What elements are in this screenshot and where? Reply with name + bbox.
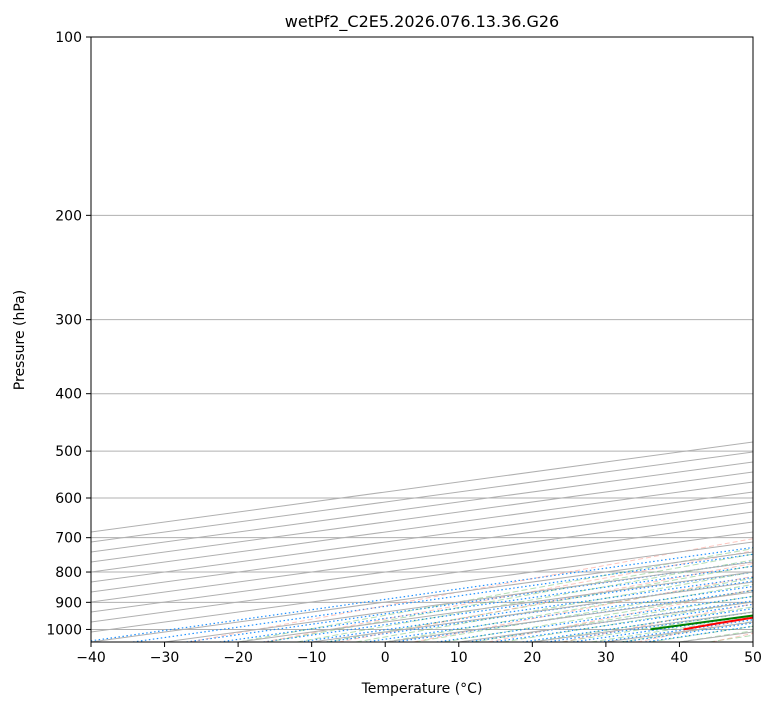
dry-adiabat [487,589,753,642]
skewed-isotherm-layer [91,441,753,642]
dry-adiabat [413,575,753,642]
x-tick-label: 20 [523,650,541,666]
x-tick-label: −40 [76,650,106,666]
chart-title: wetPf2_C2E5.2026.076.13.36.G26 [285,12,559,32]
x-axis-label: Temperature (°C) [361,681,483,697]
x-tick-label: 0 [381,650,390,666]
y-tick-label: 900 [55,595,82,611]
y-tick-label: 100 [55,30,82,46]
x-tick-label: −10 [297,650,327,666]
mixing-ratio-line [436,595,753,642]
mixing-ratio-line [492,603,753,642]
y-tick-label: 500 [55,444,82,460]
isotherm-line [91,451,753,543]
dry-adiabat [264,550,753,642]
moist-adiabat [267,553,753,642]
moist-adiabat [296,559,753,642]
y-tick-label: 400 [55,387,82,403]
x-tick-label: 50 [744,650,762,666]
axis-layer: −40 −30 −20 −10 0 10 20 30 40 50 100 200 300 400 500 60… [46,30,762,666]
isotherm-line [91,471,753,563]
moist-adiabat [444,589,753,642]
y-tick-label: 200 [55,208,82,224]
y-tick-label: 700 [55,531,82,547]
y-tick-label: 800 [55,565,82,581]
y-axis-label: Pressure (hPa) [12,290,28,390]
dry-adiabat-layer [189,538,753,642]
isotherm-line [91,531,753,623]
isotherm-line [91,461,753,553]
isotherm-line [91,511,753,603]
plot-area: 0.10.20.40.611.52346810131620253036-100-… [91,37,753,642]
x-tick-label: 10 [450,650,468,666]
moist-adiabat [238,548,753,642]
plot-frame [90,36,754,643]
y-tick-label: 1000 [46,622,82,638]
moist-adiabat [385,577,753,642]
moist-adiabat [473,595,753,642]
y-tick-label: 600 [55,491,82,507]
x-tick-label: −20 [223,650,253,666]
moist-adiabat [355,571,753,642]
x-tick-label: 30 [597,650,615,666]
x-tick-label: 40 [671,650,689,666]
grid-layer [91,37,753,630]
isotherm-line [91,521,753,613]
isotherm-line [91,501,753,593]
mixing-ratio-line [91,546,753,642]
isotherm-line [91,491,753,583]
y-tick-label: 300 [55,313,82,329]
isotherm-line [91,481,753,573]
x-tick-label: −30 [150,650,180,666]
